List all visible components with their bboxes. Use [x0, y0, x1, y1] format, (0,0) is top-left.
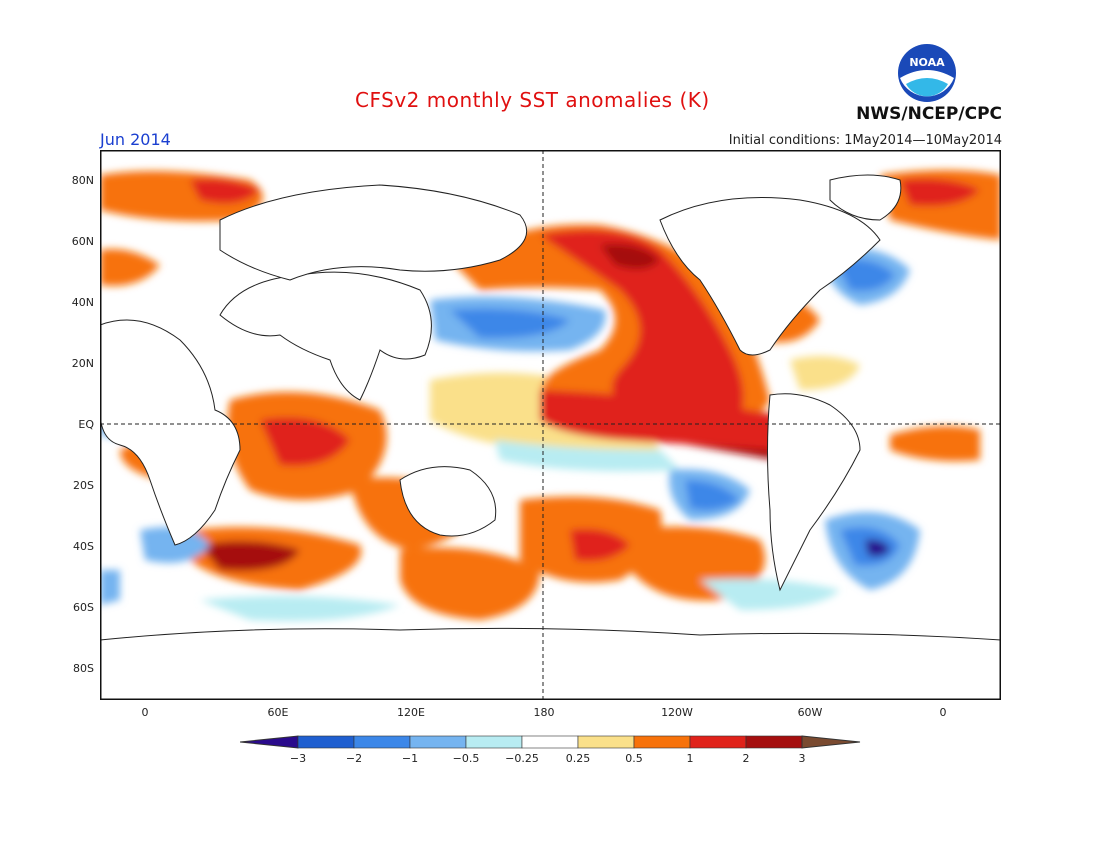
- lat-label: 80N: [71, 174, 94, 187]
- lon-label: 0: [939, 706, 947, 719]
- lon-label: 120E: [397, 706, 425, 719]
- colorbar-segment: [409, 735, 467, 749]
- colorbar-segment: [465, 735, 523, 749]
- colorbar-tick: −0.25: [505, 752, 539, 765]
- lat-label: 40S: [73, 540, 94, 553]
- colorbar-segment: [297, 735, 355, 749]
- colorbar-tick: 1: [686, 752, 694, 765]
- noaa-logo-icon: NOAA: [898, 44, 956, 102]
- colorbar-tick: 3: [798, 752, 806, 765]
- lat-label: 20N: [71, 357, 94, 370]
- colorbar-tick: −2: [345, 752, 363, 765]
- colorbar-tick: −0.5: [452, 752, 480, 765]
- sst-anomaly-map: [100, 150, 1001, 700]
- lat-label: 40N: [71, 296, 94, 309]
- lon-label: 60E: [267, 706, 289, 719]
- colorbar-low-extend: [240, 735, 299, 749]
- continent-outlines: [100, 174, 1001, 700]
- colorbar-segment: [633, 735, 691, 749]
- colorbar-segment: [577, 735, 635, 749]
- colorbar-segment: [353, 735, 411, 749]
- lon-label: 180: [533, 706, 555, 719]
- lon-label: 120W: [661, 706, 693, 719]
- lat-label: 80S: [73, 662, 94, 675]
- lat-label: 60S: [73, 601, 94, 614]
- colorbar-tick: −3: [289, 752, 307, 765]
- colorbar-tick: 0.25: [565, 752, 591, 765]
- colorbar-tick: 0.5: [625, 752, 643, 765]
- forecast-month: Jun 2014: [100, 130, 171, 149]
- lat-label: 20S: [73, 479, 94, 492]
- lat-label: EQ: [78, 418, 94, 431]
- lat-label: 60N: [71, 235, 94, 248]
- colorbar-high-extend: [801, 735, 861, 749]
- map-frame: [100, 150, 1001, 700]
- colorbar-tick: 2: [742, 752, 750, 765]
- agency-label: NWS/NCEP/CPC: [856, 104, 1002, 124]
- initial-conditions: Initial conditions: 1May2014—10May2014: [728, 133, 1002, 148]
- colorbar-segment: [521, 735, 579, 749]
- colorbar: [240, 735, 861, 749]
- lon-label: 60W: [797, 706, 823, 719]
- colorbar-segment: [689, 735, 747, 749]
- map-title: CFSv2 monthly SST anomalies (K): [355, 88, 710, 112]
- colorbar-tick: −1: [401, 752, 419, 765]
- anomaly-field: [100, 150, 1001, 700]
- lon-label: 0: [141, 706, 149, 719]
- svg-text:NOAA: NOAA: [909, 56, 945, 69]
- colorbar-segment: [745, 735, 803, 749]
